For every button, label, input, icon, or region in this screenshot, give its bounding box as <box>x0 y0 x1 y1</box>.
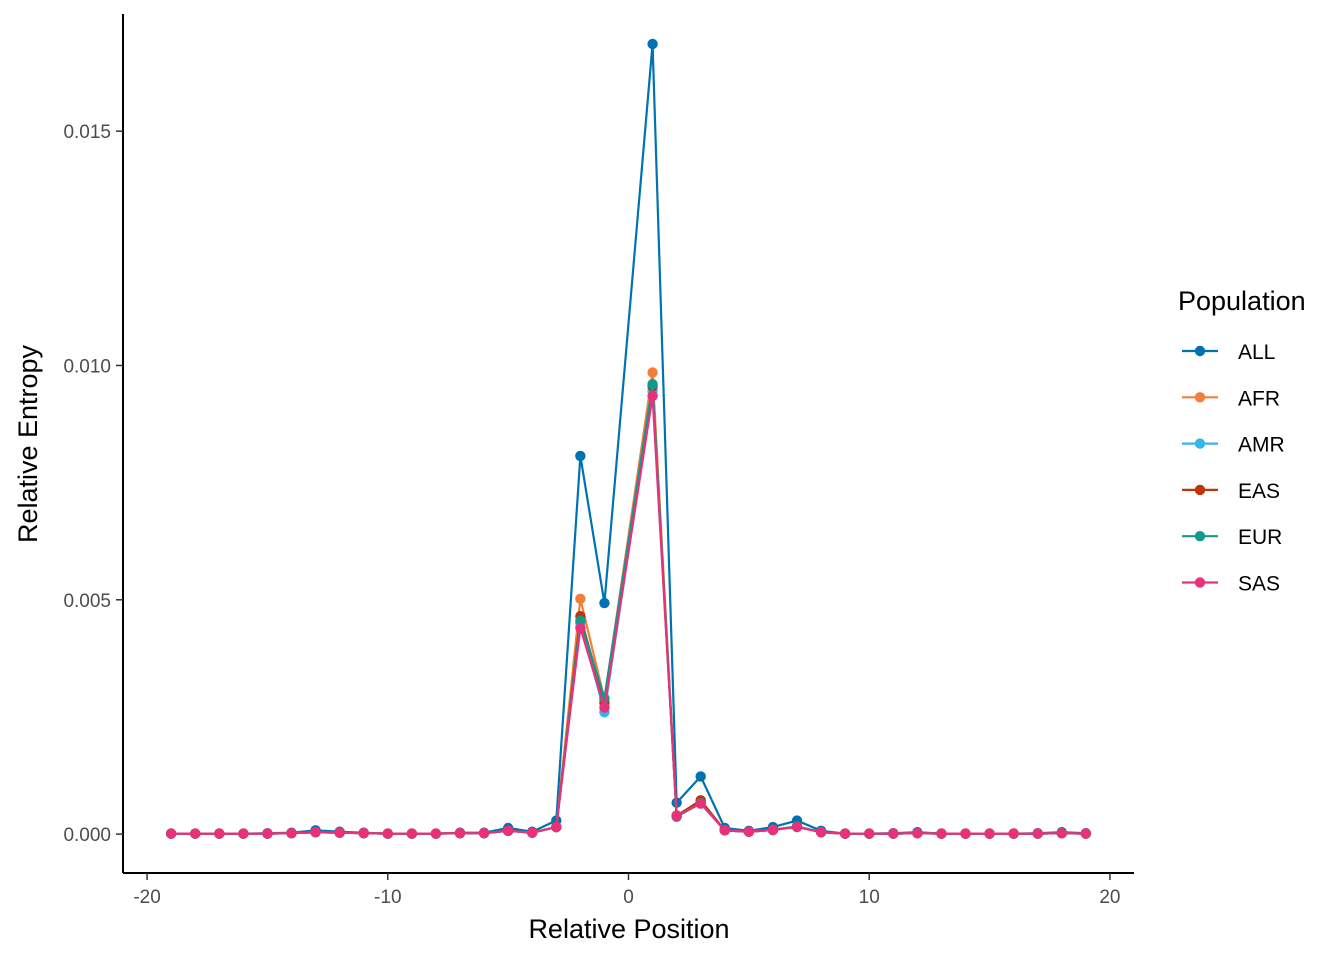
legend-label: AMR <box>1238 434 1285 457</box>
data-point-sas <box>430 828 442 839</box>
legend-title: Population <box>1178 286 1306 316</box>
x-tick-label: 20 <box>1099 887 1120 908</box>
data-point-sas <box>238 828 249 839</box>
x-axis-title: Relative Position <box>528 914 729 944</box>
data-point-sas <box>767 824 779 836</box>
x-tick-label: 0 <box>623 887 634 908</box>
data-point-sas <box>888 828 899 839</box>
data-point-sas <box>502 825 514 837</box>
data-point-sas <box>839 828 851 839</box>
y-axis-title: Relative Entropy <box>13 344 43 543</box>
y-tick-label: 0.000 <box>63 825 111 846</box>
legend-label: AFR <box>1238 387 1280 410</box>
data-point-sas <box>936 828 947 839</box>
data-point-sas <box>165 828 177 839</box>
data-point-sas <box>647 390 658 402</box>
legend-label: EUR <box>1238 526 1282 549</box>
data-point-sas <box>864 828 875 839</box>
legend-item-sas: SAS <box>1182 573 1280 596</box>
legend-key-point <box>1194 392 1206 403</box>
data-point-sas <box>478 827 490 839</box>
y-tick-label: 0.005 <box>63 591 111 612</box>
data-point-sas <box>1080 828 1092 839</box>
data-point-all <box>599 597 610 609</box>
data-point-all <box>575 450 586 462</box>
data-point-sas <box>575 622 586 634</box>
data-point-sas <box>695 798 706 809</box>
legend-item-eur: EUR <box>1182 526 1282 549</box>
x-tick-label: -10 <box>374 887 401 908</box>
data-point-sas <box>912 827 923 839</box>
series-line-eas <box>171 385 1086 835</box>
data-point-sas <box>719 825 730 836</box>
x-axis-ticks: -20 -10 0 10 20 <box>133 873 1120 908</box>
data-point-sas <box>406 828 418 839</box>
data-point-all <box>647 38 658 50</box>
legend-item-eas: EAS <box>1182 480 1280 503</box>
legend-item-amr: AMR <box>1182 434 1285 457</box>
data-point-sas <box>527 827 538 838</box>
data-point-sas <box>791 821 803 833</box>
data-point-afr <box>647 367 658 378</box>
data-point-afr <box>575 593 586 605</box>
data-point-sas <box>382 828 393 839</box>
legend-items: ALL AFR AMR EAS EUR SAS <box>1182 341 1285 596</box>
series-line-eur <box>171 383 1086 835</box>
data-point-sas <box>960 828 971 839</box>
data-point-sas <box>984 828 995 839</box>
plot-area <box>165 38 1092 839</box>
data-point-sas <box>214 828 225 839</box>
series-line-amr <box>171 390 1086 835</box>
series-line-afr <box>171 371 1086 835</box>
legend-label: SAS <box>1238 573 1280 596</box>
data-point-sas <box>310 827 321 838</box>
legend-label: EAS <box>1238 480 1280 503</box>
legend-key-point <box>1194 438 1206 449</box>
series-eur <box>165 379 1092 839</box>
data-point-sas <box>551 821 562 833</box>
legend-key-point <box>1194 345 1206 357</box>
data-point-sas <box>1032 828 1043 839</box>
legend-item-afr: AFR <box>1182 387 1280 410</box>
series-eas <box>165 381 1092 839</box>
y-tick-label: 0.015 <box>63 122 111 143</box>
x-tick-label: -20 <box>133 887 160 908</box>
data-point-sas <box>334 827 345 838</box>
legend: Population ALL AFR AMR EAS EUR SAS <box>1178 286 1306 596</box>
data-point-sas <box>1008 828 1019 839</box>
data-point-sas <box>671 810 682 822</box>
legend-label: ALL <box>1238 341 1275 364</box>
data-point-sas <box>1056 827 1067 839</box>
data-point-sas <box>358 827 369 839</box>
legend-key-point <box>1194 531 1206 542</box>
data-point-sas <box>743 826 755 837</box>
data-point-sas <box>190 828 201 839</box>
data-point-sas <box>815 827 827 838</box>
x-tick-label: 10 <box>859 887 880 908</box>
y-tick-label: 0.010 <box>63 356 111 377</box>
series-afr <box>165 367 1092 839</box>
series-line-sas <box>171 394 1086 835</box>
data-point-sas <box>454 827 466 839</box>
series-line-all <box>171 42 1086 835</box>
data-point-all <box>695 771 706 782</box>
data-point-sas <box>286 827 297 839</box>
data-point-sas <box>599 702 610 713</box>
legend-key-point <box>1194 577 1206 588</box>
y-axis-ticks: 0.000 0.005 0.010 0.015 <box>63 122 123 846</box>
data-point-sas <box>262 828 273 839</box>
series-amr <box>165 386 1092 839</box>
series-all <box>165 38 1092 839</box>
data-point-eur <box>647 379 658 390</box>
series-sas <box>165 390 1092 839</box>
legend-item-all: ALL <box>1182 341 1275 364</box>
legend-key-point <box>1194 484 1206 496</box>
